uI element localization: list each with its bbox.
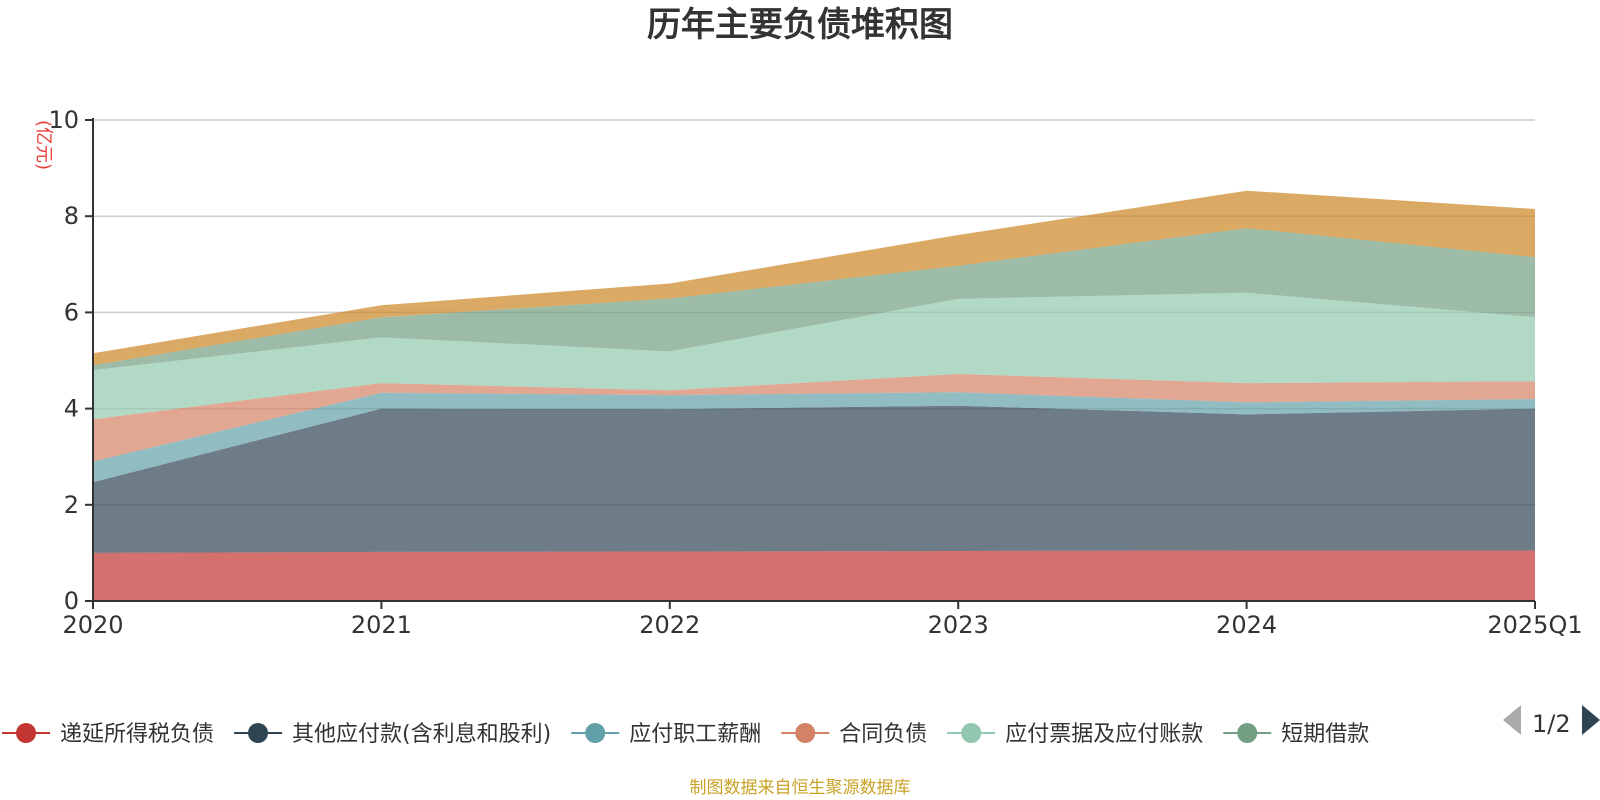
legend-prev-page-icon[interactable]	[1503, 705, 1521, 735]
area-series-2	[93, 405, 1535, 553]
area-series-layer	[93, 190, 1535, 601]
y-tick-label: 10	[48, 106, 79, 134]
x-tick-label: 2023	[928, 611, 989, 639]
legend-marker-icon	[795, 723, 816, 743]
legend-item-2[interactable]: 其他应付款(含利息和股利)	[234, 722, 551, 747]
legend-item-3[interactable]: 应付职工薪酬	[571, 722, 761, 747]
area-series-7	[93, 190, 1535, 366]
chart-title: 历年主要负债堆积图	[647, 5, 953, 45]
legend-marker-icon	[16, 723, 36, 743]
x-tick-label: 2021	[351, 611, 412, 639]
legend-marker-icon	[248, 723, 269, 743]
y-tick-label: 2	[64, 491, 79, 519]
legend-marker-icon	[961, 723, 982, 743]
legend-item-4[interactable]: 合同负债	[781, 722, 927, 747]
legend-item-1[interactable]: 递延所得税负债	[2, 722, 214, 747]
x-tick-label: 2022	[639, 611, 700, 639]
y-axis-unit-label: (亿元)	[33, 120, 54, 170]
legend-label: 递延所得税负债	[60, 722, 214, 747]
legend-pager: 1/2	[1503, 705, 1600, 738]
legend-marker-icon	[585, 723, 606, 743]
y-tick-label: 8	[64, 202, 79, 230]
legend-label: 应付职工薪酬	[629, 722, 761, 747]
y-tick-label: 4	[64, 395, 79, 423]
area-series-1	[93, 550, 1535, 601]
legend-marker-icon	[1237, 723, 1258, 743]
x-tick-label: 2024	[1216, 611, 1277, 639]
legend-label: 其他应付款(含利息和股利)	[292, 722, 551, 747]
legend-item-5[interactable]: 应付票据及应付账款	[947, 722, 1203, 747]
legend: 递延所得税负债 其他应付款(含利息和股利) 应付职工薪酬 合同负债 应付票据及应付账款 短…	[2, 722, 1369, 747]
x-tick-label: 2020	[62, 611, 123, 639]
legend-next-page-icon[interactable]	[1582, 705, 1600, 735]
area-series-3	[93, 392, 1535, 483]
area-series-6	[93, 228, 1535, 371]
legend-label: 应付票据及应付账款	[1005, 722, 1203, 747]
axes: 0 2 4 6 8 10 2020 2021 2022 2023 2024 2025Q1	[48, 106, 1582, 639]
data-source-note: 制图数据来自恒生聚源数据库	[690, 778, 911, 798]
area-series-4	[93, 374, 1535, 462]
legend-label: 合同负债	[839, 722, 927, 747]
x-tick-label: 2025Q1	[1487, 611, 1582, 639]
y-tick-label: 6	[64, 298, 79, 326]
legend-item-6[interactable]: 短期借款	[1223, 722, 1369, 747]
legend-label: 短期借款	[1281, 722, 1369, 747]
area-series-5	[93, 292, 1535, 420]
y-tick-label: 0	[64, 587, 79, 615]
legend-page-indicator: 1/2	[1532, 710, 1571, 738]
